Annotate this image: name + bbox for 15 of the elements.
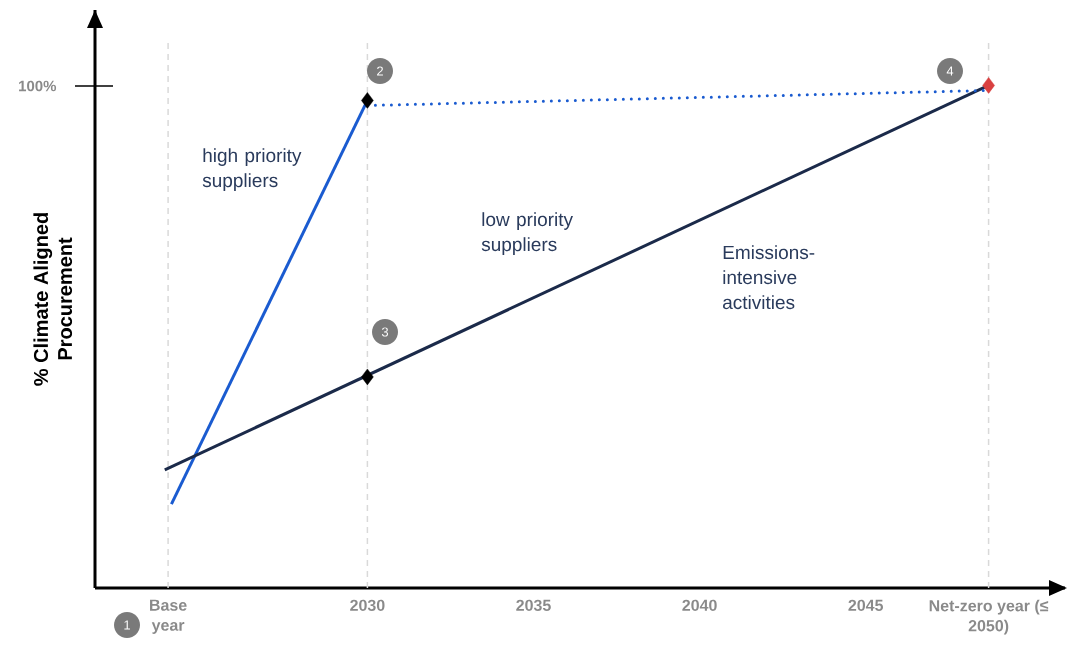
x-tick-label: 2045 — [848, 599, 884, 611]
x-tick-label: 2035 — [516, 599, 551, 611]
text: 100% — [19, 80, 57, 92]
x-tick-label: 2040 — [682, 599, 717, 611]
text: 2 — [377, 66, 383, 76]
text: 1 — [124, 620, 130, 630]
annotation: 3 — [381, 327, 389, 337]
annotation: high priority suppliers — [202, 148, 302, 191]
annotation: low priority suppliers — [481, 212, 573, 255]
text: 4 — [946, 66, 954, 76]
x-tick-label: 2030 — [350, 599, 385, 611]
y-axis-title: % Climate Aligned Procurement — [33, 213, 73, 386]
annotation: Emissions-intensive activities — [723, 245, 815, 310]
x-tick-label: Base year — [150, 599, 187, 634]
x-tick-label: Net-zero year (≤ 2050) — [929, 599, 1049, 635]
